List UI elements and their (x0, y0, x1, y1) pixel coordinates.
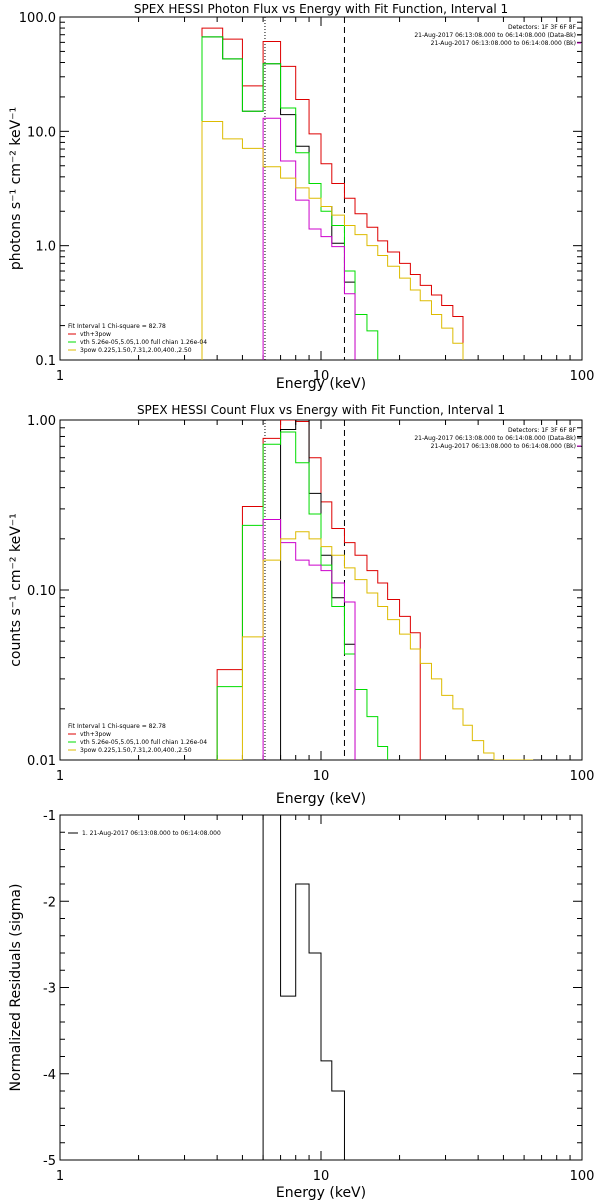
x-axis-label: Energy (keV) (276, 791, 366, 807)
y-tick-label: 1.0 (35, 240, 56, 255)
x-tick-label: 1 (56, 369, 64, 384)
series-1-step-line (201, 36, 356, 360)
series-3-step-line (262, 117, 356, 360)
x-axis-label: Energy (keV) (276, 1185, 366, 1200)
y-tick-label: -4 (43, 1068, 56, 1083)
y-tick-label: 0.10 (27, 584, 56, 599)
legend-line: 3pow 0.225,1.50,7.31,2.00,400.,2.50 (80, 747, 192, 754)
series-1-step-line (280, 420, 356, 760)
y-tick-label: -2 (43, 895, 56, 910)
series-4-step-line (201, 120, 464, 360)
chart-title: SPEX HESSI Photon Flux vs Energy with Fi… (134, 2, 508, 16)
y-tick-label: -3 (43, 982, 56, 997)
header-line: Detectors: 1F 3F 6F 8F (508, 427, 577, 434)
legend-line: Fit Interval 1 Chi-square = 82.78 (68, 723, 166, 730)
series-4-step-line (217, 531, 534, 760)
legend-line: Fit Interval 1 Chi-square = 82.78 (68, 323, 166, 330)
series-3-step-line (262, 518, 356, 760)
header-line: 21-Aug-2017 06:13:08.000 to 06:14:08.000… (431, 443, 576, 450)
x-tick-label: 100 (570, 1169, 595, 1184)
series-group (216, 420, 534, 760)
y-tick-label: -5 (43, 1154, 56, 1169)
x-axis-label: Energy (keV) (276, 376, 366, 392)
y-tick-label: 0.01 (27, 754, 56, 769)
legend-line: 3pow 0.225,1.50,7.31,2.00,400.,2.50 (80, 347, 192, 354)
header-line: 21-Aug-2017 06:13:08.000 to 06:14:08.000… (414, 32, 576, 39)
series-0-step-line (216, 420, 421, 760)
y-axis-label: counts s⁻¹ cm⁻² keV⁻¹ (8, 513, 24, 667)
panel-residuals: 1 10 100 -5 -4 -3 -2 -1 Energy (keV) Normalized R… (8, 809, 594, 1200)
chart-title: SPEX HESSI Count Flux vs Energy with Fit… (137, 403, 505, 417)
legend-line: vth 5.26e-05,5.05,1.00 full chian 1.26e-… (80, 739, 207, 746)
y-tick-label: -1 (43, 809, 56, 824)
legend-line: vth 5.26e-05,5.05,1.00 full chian 1.26e-… (80, 339, 207, 346)
x-tick-label: 1 (56, 769, 64, 784)
y-tick-label: 0.1 (35, 354, 56, 369)
x-tick-label: 10 (313, 769, 330, 784)
x-tick-label: 100 (570, 769, 595, 784)
x-tick-label: 10 (313, 369, 330, 384)
legend-line: vth+3pow (80, 331, 111, 338)
header-line: Detectors: 1F 3F 6F 8F (508, 24, 577, 31)
series-group (262, 815, 345, 1160)
y-axis-label: Normalized Residuals (sigma) (8, 884, 24, 1092)
y-axis-label: photons s⁻¹ cm⁻² keV⁻¹ (8, 107, 24, 270)
y-tick-label: 1.00 (27, 414, 56, 429)
panel-count: 1 10 100 0.01 0.10 1.00 SPEX HESSI Count Flux … (8, 403, 594, 807)
y-tick-label: 10.0 (27, 125, 56, 140)
x-tick-label: 100 (570, 369, 595, 384)
series-0-step-line (201, 27, 464, 360)
panel-photon: 1 10 100 0.1 1.0 10.0 100.0 SPEX HESSI Photon F… (8, 2, 594, 392)
legend-line: 1. 21-Aug-2017 06:13:08.000 to 06:14:08.… (82, 830, 221, 837)
series-0-step-line (262, 815, 345, 1160)
x-tick-label: 1 (56, 1169, 64, 1184)
header-line: 21-Aug-2017 06:13:08.000 to 06:14:08.000… (431, 40, 576, 47)
x-tick-label: 10 (313, 1169, 330, 1184)
series-group (201, 27, 464, 360)
header-line: 21-Aug-2017 06:13:08.000 to 06:14:08.000… (414, 435, 576, 442)
y-tick-label: 100.0 (19, 11, 56, 26)
legend-line: vth+3pow (80, 731, 111, 738)
